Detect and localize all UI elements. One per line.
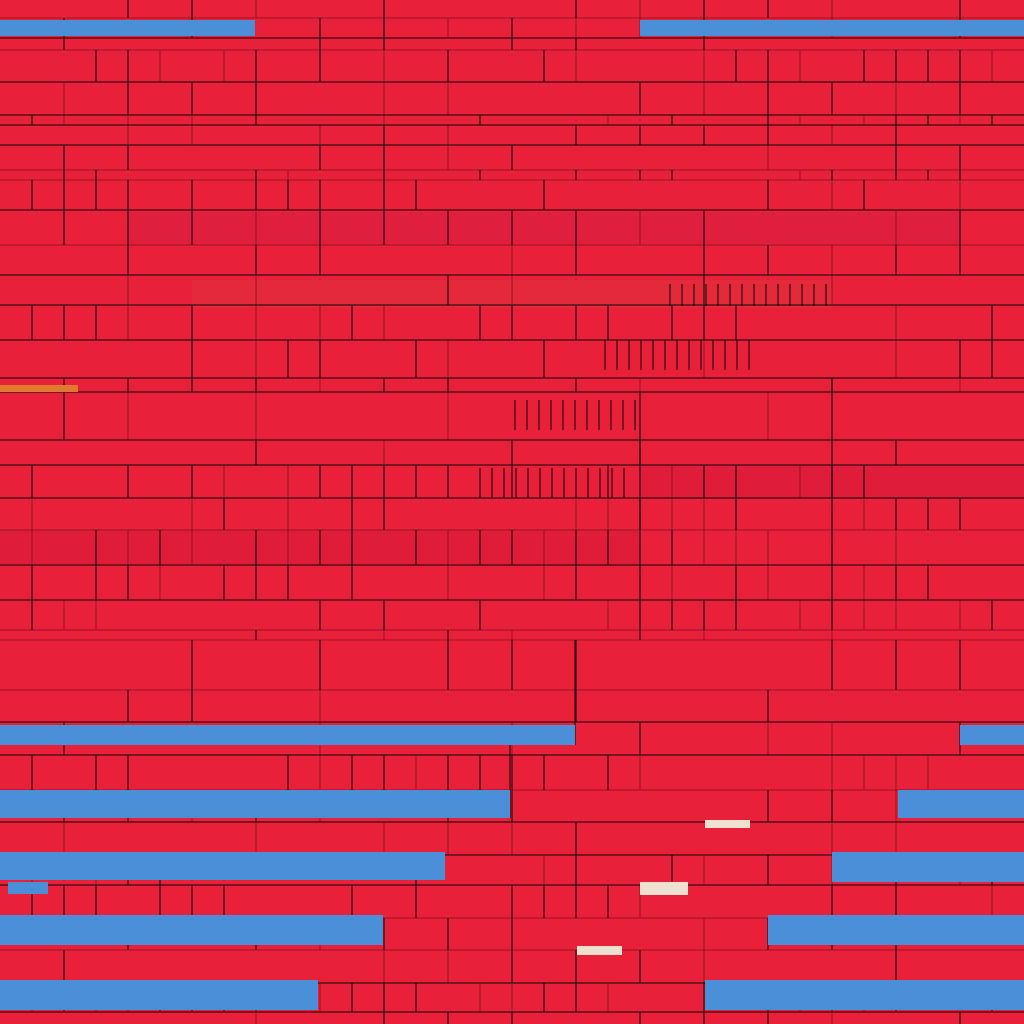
- blue-bar: [0, 852, 445, 880]
- blue-bar: [640, 20, 1024, 36]
- blue-bar: [8, 882, 48, 894]
- blue-bar: [0, 915, 383, 945]
- cream-bar: [577, 946, 622, 955]
- blue-bar: [705, 980, 1024, 1010]
- blue-bar: [0, 790, 510, 818]
- blue-bar: [832, 852, 1024, 882]
- blue-bar: [960, 725, 1024, 745]
- blue-bar: [0, 980, 318, 1010]
- blue-bar: [0, 725, 575, 745]
- cream-bar: [640, 882, 688, 895]
- blue-bar: [898, 790, 1024, 818]
- orange-bar: [0, 385, 78, 392]
- shade-band: [128, 212, 960, 244]
- blue-bar: [0, 20, 255, 36]
- blue-bar: [768, 915, 1024, 945]
- blue-bars: [0, 20, 1024, 1010]
- cream-bar: [705, 820, 750, 828]
